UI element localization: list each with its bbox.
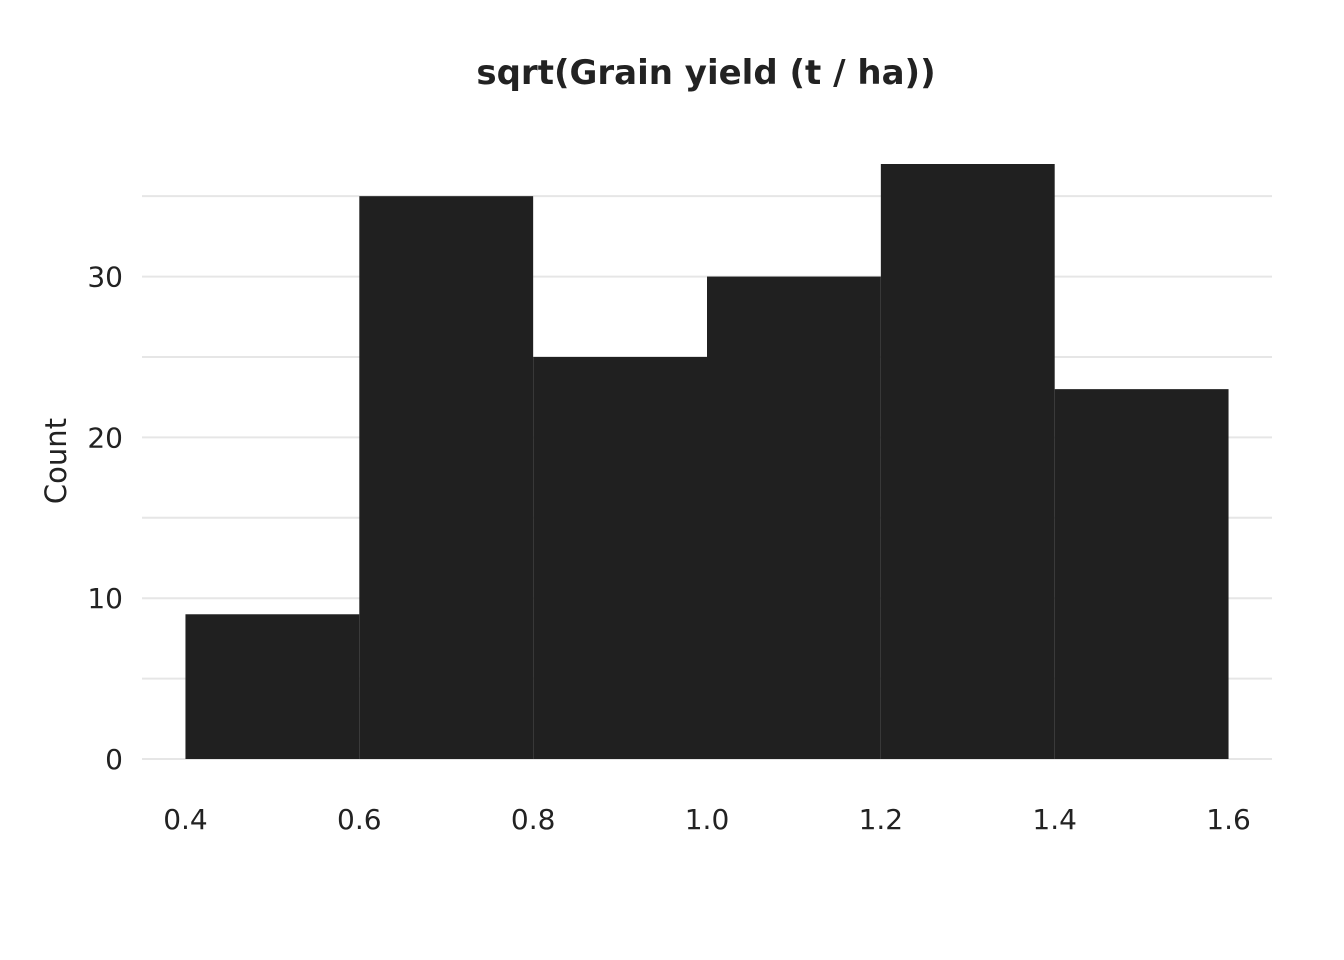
y-axis-label: Count xyxy=(39,418,73,504)
chart-title: sqrt(Grain yield (t / ha)) xyxy=(476,53,935,93)
x-tick-label: 1.0 xyxy=(685,803,730,836)
x-tick-label: 0.4 xyxy=(163,803,208,836)
y-tick-label: 10 xyxy=(87,582,123,615)
histogram-bar xyxy=(185,614,360,759)
histogram-bar xyxy=(880,164,1055,759)
histogram-bar xyxy=(359,196,534,759)
histogram-bars xyxy=(185,164,1229,759)
y-tick-label: 0 xyxy=(105,743,123,776)
x-tick-label: 1.4 xyxy=(1032,803,1077,836)
x-tick-label: 0.6 xyxy=(337,803,382,836)
histogram-bar xyxy=(707,276,881,759)
y-tick-label: 20 xyxy=(87,421,123,454)
y-tick-label: 30 xyxy=(87,261,123,294)
histogram-bar xyxy=(533,356,707,759)
x-tick-label: 1.2 xyxy=(859,803,904,836)
histogram-bar xyxy=(1054,389,1229,759)
x-tick-label: 0.8 xyxy=(511,803,556,836)
x-axis-ticks: 0.4 0.6 0.8 1.0 1.2 1.4 1.6 xyxy=(163,803,1251,836)
y-axis-ticks: 0 10 20 30 xyxy=(87,261,123,776)
x-tick-label: 1.6 xyxy=(1206,803,1251,836)
